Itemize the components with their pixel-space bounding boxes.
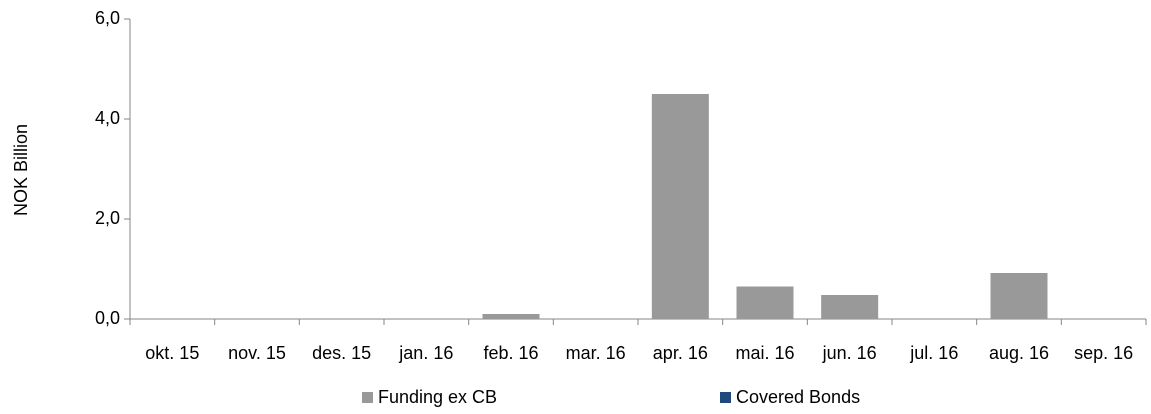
bar xyxy=(990,273,1048,319)
x-tick-label: mai. 16 xyxy=(735,343,794,363)
x-tick-label: apr. 16 xyxy=(653,343,708,363)
legend-label: Funding ex CB xyxy=(378,387,497,407)
bar xyxy=(651,94,709,319)
x-tick-label: jan. 16 xyxy=(398,343,453,363)
x-tick-label: mar. 16 xyxy=(566,343,626,363)
x-tick-label: des. 15 xyxy=(312,343,371,363)
y-axis-label: NOK Billion xyxy=(11,124,31,216)
x-tick-label: jun. 16 xyxy=(822,343,877,363)
x-tick-label: feb. 16 xyxy=(483,343,538,363)
legend-swatch xyxy=(720,392,731,403)
x-tick-label: jul. 16 xyxy=(909,343,958,363)
legend-swatch xyxy=(362,392,373,403)
x-tick-label: sep. 16 xyxy=(1074,343,1133,363)
y-tick-label: 0,0 xyxy=(95,308,120,328)
x-tick-label: nov. 15 xyxy=(228,343,286,363)
bar xyxy=(736,286,794,319)
x-tick-label: aug. 16 xyxy=(989,343,1049,363)
y-tick-label: 4,0 xyxy=(95,108,120,128)
y-tick-label: 2,0 xyxy=(95,208,120,228)
legend-label: Covered Bonds xyxy=(736,387,860,407)
y-tick-label: 6,0 xyxy=(95,8,120,28)
bar xyxy=(482,314,540,319)
bar xyxy=(821,295,879,319)
x-tick-label: okt. 15 xyxy=(145,343,199,363)
